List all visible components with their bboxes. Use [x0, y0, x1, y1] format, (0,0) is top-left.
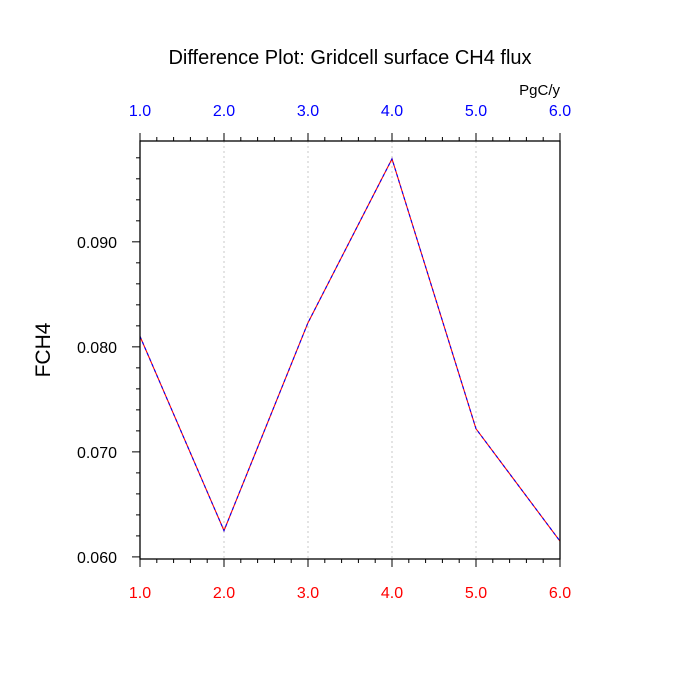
plot-frame	[139, 140, 561, 560]
series-line-overlay	[139, 157, 561, 542]
x-tick-label-bottom: 4.0	[381, 585, 403, 602]
x-tick-label-bottom: 1.0	[129, 585, 151, 602]
tick-labels: 1.0 1.0 2.0 2.0 3.0 3.0 4.0 4.0 5.0 5.0 6.0 6.0 0.06…	[77, 103, 571, 602]
units-label: PgC/y	[519, 82, 560, 99]
chart-title: Difference Plot: Gridcell surface CH4 fl…	[168, 47, 531, 69]
y-tick-label: 0.070	[77, 445, 117, 462]
x-tick-label-bottom: 3.0	[297, 585, 319, 602]
x-tick-label-top: 2.0	[213, 103, 235, 120]
series-group	[139, 157, 561, 542]
x-tick-label-top: 1.0	[129, 103, 151, 120]
x-tick-label-bottom: 5.0	[465, 585, 487, 602]
series-line	[139, 157, 561, 542]
x-tick-label-top: 4.0	[381, 103, 403, 120]
y-axis-label: FCH4	[32, 322, 55, 377]
y-tick-label: 0.090	[77, 235, 117, 252]
y-tick-label: 0.060	[77, 550, 117, 567]
x-tick-label-bottom: 6.0	[549, 585, 571, 602]
x-tick-label-bottom: 2.0	[213, 585, 235, 602]
y-tick-label: 0.080	[77, 340, 117, 357]
x-tick-label-top: 6.0	[549, 103, 571, 120]
grid-lines	[223, 141, 477, 559]
ticks	[132, 133, 561, 567]
x-tick-label-top: 3.0	[297, 103, 319, 120]
x-tick-label-top: 5.0	[465, 103, 487, 120]
